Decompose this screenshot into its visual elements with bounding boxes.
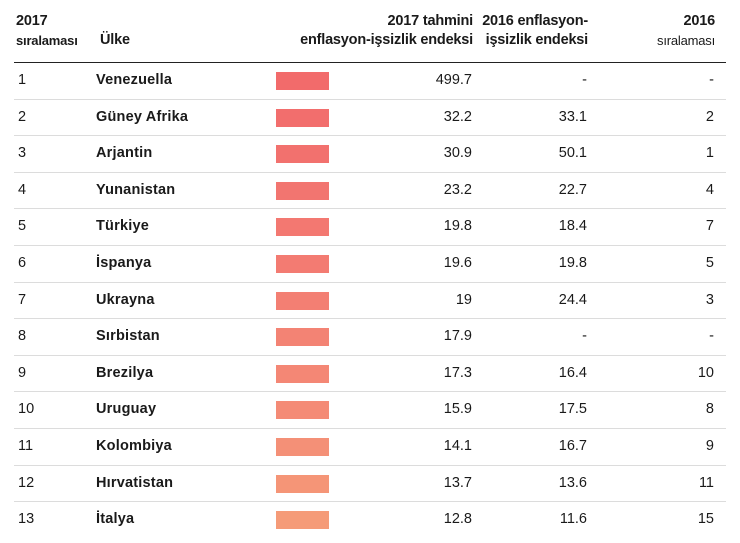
index-2016-cell: 33.1 — [558, 108, 587, 125]
rank-2016-cell: 10 — [697, 364, 714, 381]
rank-2017-cell: 9 — [18, 364, 27, 381]
table-row: 5 Türkiye 19.8 18.4 7 — [14, 209, 726, 246]
rank-2016-cell: 1 — [705, 145, 714, 162]
table-row: 1 Venezuella 499.7 - - — [14, 63, 726, 100]
index-2017-cell: 30.9 — [443, 145, 472, 162]
country-cell: Venezuella — [96, 72, 173, 88]
rank-2016-cell: 3 — [705, 291, 714, 308]
index-2017-cell: 13.7 — [443, 474, 472, 491]
header-rank-2017: 2017 sıralaması — [16, 13, 78, 48]
rank-2016-cell: 5 — [705, 254, 714, 271]
heat-swatch — [276, 108, 329, 127]
index-2016-cell: 22.7 — [558, 181, 587, 198]
header-country: Ülke — [100, 32, 130, 48]
heat-swatch — [276, 254, 329, 273]
index-2016-cell: 13.6 — [558, 474, 587, 491]
country-cell: İtalya — [96, 511, 135, 528]
country-cell: Arjantin — [96, 145, 153, 162]
rank-2017-cell: 2 — [18, 108, 27, 125]
country-cell: Türkiye — [96, 218, 149, 235]
table-body: 1 Venezuella 499.7- -2 Güney Afrika 32.2 33.1 2… — [14, 63, 726, 538]
table-row: 12 Hırvatistan 13.7 13.6 11 — [14, 466, 726, 503]
index-2017-cell: 17.9 — [443, 328, 472, 345]
table-row: 13 İtalya 12.8 11.6 15 — [14, 502, 726, 538]
index-2017-cell: 19.8 — [443, 218, 472, 235]
table-row: 3 Arjantin 30.9 50.1 1 — [14, 136, 726, 173]
index-2017-cell: 19.6 — [443, 254, 472, 271]
country-cell: Yunanistan — [96, 181, 176, 198]
heat-swatch — [276, 511, 329, 530]
rank-2016-cell: - — [709, 72, 714, 88]
rank-2016-cell: 11 — [698, 474, 714, 491]
rank-2017-cell: 12 — [18, 474, 35, 491]
rank-2016-cell: - — [709, 328, 714, 345]
table-header: 2017 sıralaması Ülke 2017 tahmini enflas… — [14, 6, 726, 63]
index-2017-cell: 19 — [455, 291, 472, 308]
rank-2017-cell: 10 — [18, 401, 35, 418]
rank-2017-cell: 5 — [18, 218, 27, 235]
rank-2017-cell: 4 — [18, 181, 27, 198]
rank-2017-cell: 3 — [18, 145, 27, 162]
index-2017-cell: 32.2 — [443, 108, 472, 125]
inflation-unemployment-table: 2017 sıralaması Ülke 2017 tahmini enflas… — [14, 6, 726, 538]
heat-swatch — [276, 218, 329, 237]
country-cell: Sırbistan — [96, 328, 160, 345]
table-row: 9 Brezilya 17.3 16.4 10 — [14, 356, 726, 393]
index-2017-cell: 23.2 — [443, 181, 472, 198]
country-cell: Ukrayna — [96, 291, 155, 308]
header-index-2016: 2016 enflasyon- işsizlik endeksi — [482, 13, 588, 48]
index-2016-cell: 16.4 — [558, 364, 587, 381]
index-2016-cell: - — [582, 328, 587, 345]
table-row: 4 Yunanistan 23.2 22.7 4 — [14, 173, 726, 210]
rank-2016-cell: 4 — [705, 181, 714, 198]
rank-2016-cell: 15 — [697, 511, 714, 528]
rank-2017-cell: 1 — [18, 72, 27, 88]
table-row: 6 İspanya 19.6 19.8 5 — [14, 246, 726, 283]
rank-2016-cell: 8 — [705, 401, 714, 418]
rank-2017-cell: 6 — [18, 254, 27, 271]
header-rank-2016: 2016 sıralaması — [657, 13, 715, 48]
rank-2017-cell: 13 — [18, 511, 35, 528]
index-2016-cell: 11.6 — [559, 511, 587, 528]
rank-2017-cell: 7 — [18, 291, 27, 308]
country-cell: Kolombiya — [96, 437, 172, 454]
heat-swatch — [276, 328, 329, 347]
country-cell: Güney Afrika — [96, 108, 189, 125]
rank-2017-cell: 8 — [18, 328, 27, 345]
rank-2016-cell: 7 — [705, 218, 714, 235]
table-row: 11 Kolombiya 14.1 16.7 9 — [14, 429, 726, 466]
heat-swatch — [276, 145, 329, 164]
heat-swatch — [276, 437, 329, 456]
index-2017-cell: 17.3 — [443, 364, 472, 381]
rank-2017-cell: 11 — [18, 437, 34, 454]
table-row: 2 Güney Afrika 32.2 33.1 2 — [14, 100, 726, 137]
index-2017-cell: 14.1 — [443, 437, 472, 454]
heat-swatch — [276, 181, 329, 200]
rank-2016-cell: 2 — [705, 108, 714, 125]
table-row: 8 Sırbistan 17.9 - - — [14, 319, 726, 356]
country-cell: Uruguay — [96, 401, 157, 418]
index-2017-cell: 499.7 — [435, 72, 472, 88]
index-2016-cell: 19.8 — [558, 254, 587, 271]
heat-swatch — [276, 401, 329, 420]
heat-swatch — [276, 474, 329, 493]
index-2016-cell: - — [582, 72, 587, 88]
table-row: 7 Ukrayna 19 24.4 3 — [14, 283, 726, 320]
header-index-2017: 2017 tahmini enflasyon-işsizlik endeksi — [300, 13, 473, 48]
heat-swatch — [276, 364, 329, 383]
index-2017-cell: 15.9 — [443, 401, 472, 418]
index-2016-cell: 16.7 — [558, 437, 587, 454]
index-2016-cell: 17.5 — [558, 401, 587, 418]
country-cell: Brezilya — [96, 364, 154, 381]
country-cell: Hırvatistan — [96, 474, 174, 491]
heat-swatch — [276, 72, 329, 90]
table-row: 10 Uruguay 15.9 17.5 8 — [14, 392, 726, 429]
country-cell: İspanya — [96, 254, 152, 271]
index-2017-cell: 12.8 — [443, 511, 472, 528]
index-2016-cell: 18.4 — [558, 218, 587, 235]
rank-2016-cell: 9 — [705, 437, 714, 454]
heat-swatch — [276, 291, 329, 310]
index-2016-cell: 50.1 — [558, 145, 587, 162]
index-2016-cell: 24.4 — [558, 291, 587, 308]
